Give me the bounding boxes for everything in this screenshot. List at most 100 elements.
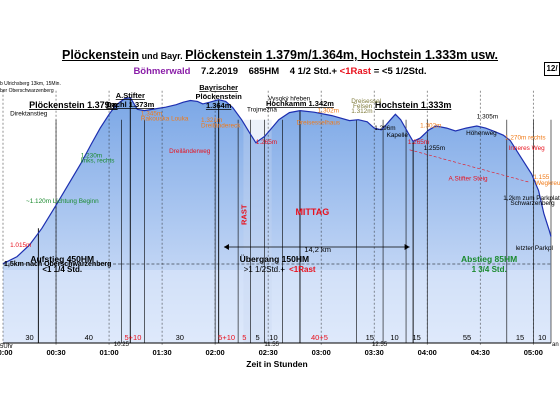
section-sub2: <1Rast [289,265,316,274]
annotation: Wegkreuz [535,180,560,187]
distance-arrowhead-left [223,244,229,250]
segment-duration: 5 [255,333,259,342]
chart-title: Plöckenstein und Bayr. Plöckenstein 1.37… [0,48,560,62]
annotation: 1.305m [477,113,498,120]
segment-duration: 40 [85,333,93,342]
annotation: 1.312m [351,108,372,115]
x-tick-label: 03:00 [312,348,331,357]
segment-duration: 30 [25,333,33,342]
minor-time-label: 11:55 [264,342,279,348]
segment-duration: 5+10 [124,333,141,342]
annotation: Höhenweg [466,130,497,137]
section-label: Übergang 150HM [240,254,309,264]
subtitle-hm: 685HM [248,66,280,77]
annotation: Dreiländereck [201,122,241,129]
annotation: links, rechts [81,157,115,164]
rast-band [243,119,272,343]
corner-note-line: ber Oberschwarzenberg [0,88,54,94]
annotation: Vysoký hřeben [268,96,310,103]
x-tick-label: 04:30 [471,348,490,357]
x-tick-label: 01:30 [153,348,172,357]
section-sub: 1 3/4 Std. [472,265,507,274]
annotation: 1.302m [420,122,441,129]
segment-duration: 10 [538,333,546,342]
subtitle-total: = <5 1/2Std. [373,66,427,77]
segment-duration: 55 [463,333,471,342]
profile-line [2,96,552,265]
x-tick-label: 01:00 [99,348,118,357]
annotation: ~1.120m Lichtung Beginn [26,198,99,205]
segment-duration: 5+10 [218,333,235,342]
distance-arrowhead-right [404,244,410,250]
annotation: 1.265m [408,139,429,146]
distance-label: 14,2 km [304,245,331,254]
x-axis-title: Zeit in Stunden [246,359,307,369]
title-part4: usw. [467,48,499,62]
rast-label: RAST [239,204,248,225]
x-tick-label: 05:00 [524,348,543,357]
title-part1: Plöckenstein [61,48,140,62]
annotation: 1.302m [318,108,339,115]
stifter-steig-guide [409,149,530,183]
start-note: 1,5km nach Oberschwarzenberg [4,261,111,268]
subtitle-date: 7.2.2019 [201,66,238,77]
peak-label-line2: Plöckenstein [196,92,243,101]
peak-label: Hochkamm 1.342m [266,99,334,108]
segment-duration: 10 [269,333,277,342]
annotation: letzter Parkpl [516,245,553,252]
page-badge: 12/ [544,62,560,76]
annotation: 1.296m [374,125,395,132]
annotation: 1.255m [424,145,445,152]
peak-label: Bayrischer [199,83,238,92]
minor-time-label: 10:25 [114,342,130,348]
section-sub: >1 1/2Std.+ [244,265,286,274]
x-tick-label: 00:00 [0,348,13,357]
section-sub: <1 1/4 Std. [42,265,82,274]
annotation: 1,2km zum Parkplatz [503,195,560,202]
annotation: Dreisesselhaus [296,120,340,127]
segment-duration: 15 [516,333,524,342]
segment-duration: 5 [242,333,246,342]
annotation: Dreiländerweg [169,148,211,155]
annotation: Schwarzenberg [510,200,555,207]
annotation: 1.015m [10,242,31,249]
annotation: 1.155 [533,174,549,181]
annotation: Kapelle [387,132,409,139]
ground-band [3,270,551,343]
end-time-label: an [552,342,559,348]
corner-note-line: b Ulrichsberg 13km, 15Min. [0,81,61,87]
peak-label: A.Stifter [116,91,145,100]
subtitle-time: 4 1/2 Std.+ [289,66,338,77]
x-tick-label: 04:00 [418,348,437,357]
annotation: Direktanstieg [10,111,48,118]
minor-time-label: 12:55 [372,342,388,348]
section-label: Aufstieg 450HM [30,254,94,264]
peak-label: Plöckenstein 1.379m [29,100,118,110]
segment-duration: 15 [366,333,374,342]
chart-subtitle: Böhmerwald 7.2.2019 685HM 4 1/2 Std.+ <1… [0,66,560,77]
segment-duration: 40+5 [311,333,328,342]
annotation: Felsen [353,103,373,110]
section-label: Abstieg 85HM [461,254,517,264]
segment-duration: 15 [412,333,420,342]
annotation: 1.345m [141,111,162,118]
annotation: Dreisessel [351,98,381,105]
title-part3: Hochstein 1.333m [357,48,468,62]
annotation: 1.230m [81,152,102,159]
annotation: 1.265m [256,139,277,146]
title-und: und Bayr. [139,51,186,61]
x-tick-label: 02:00 [206,348,225,357]
annotation: 1.321m [201,117,222,124]
subtitle-region: Böhmerwald [133,66,191,77]
title-part2: Plöckenstein 1.379m/1.364m, [185,48,358,62]
segment-duration: 10 [390,333,398,342]
annotation: Inneres Weg [509,145,546,152]
annotation: Trojmezna [247,106,277,113]
segment-duration: 30 [176,333,184,342]
mittag-label: MITTAG [295,207,329,217]
annotation: Rakouska Louka [141,116,189,123]
subtitle-rast: <1Rast [339,66,372,77]
x-tick-label: 02:30 [259,348,278,357]
annotation: 1.270m rechts [505,134,546,141]
